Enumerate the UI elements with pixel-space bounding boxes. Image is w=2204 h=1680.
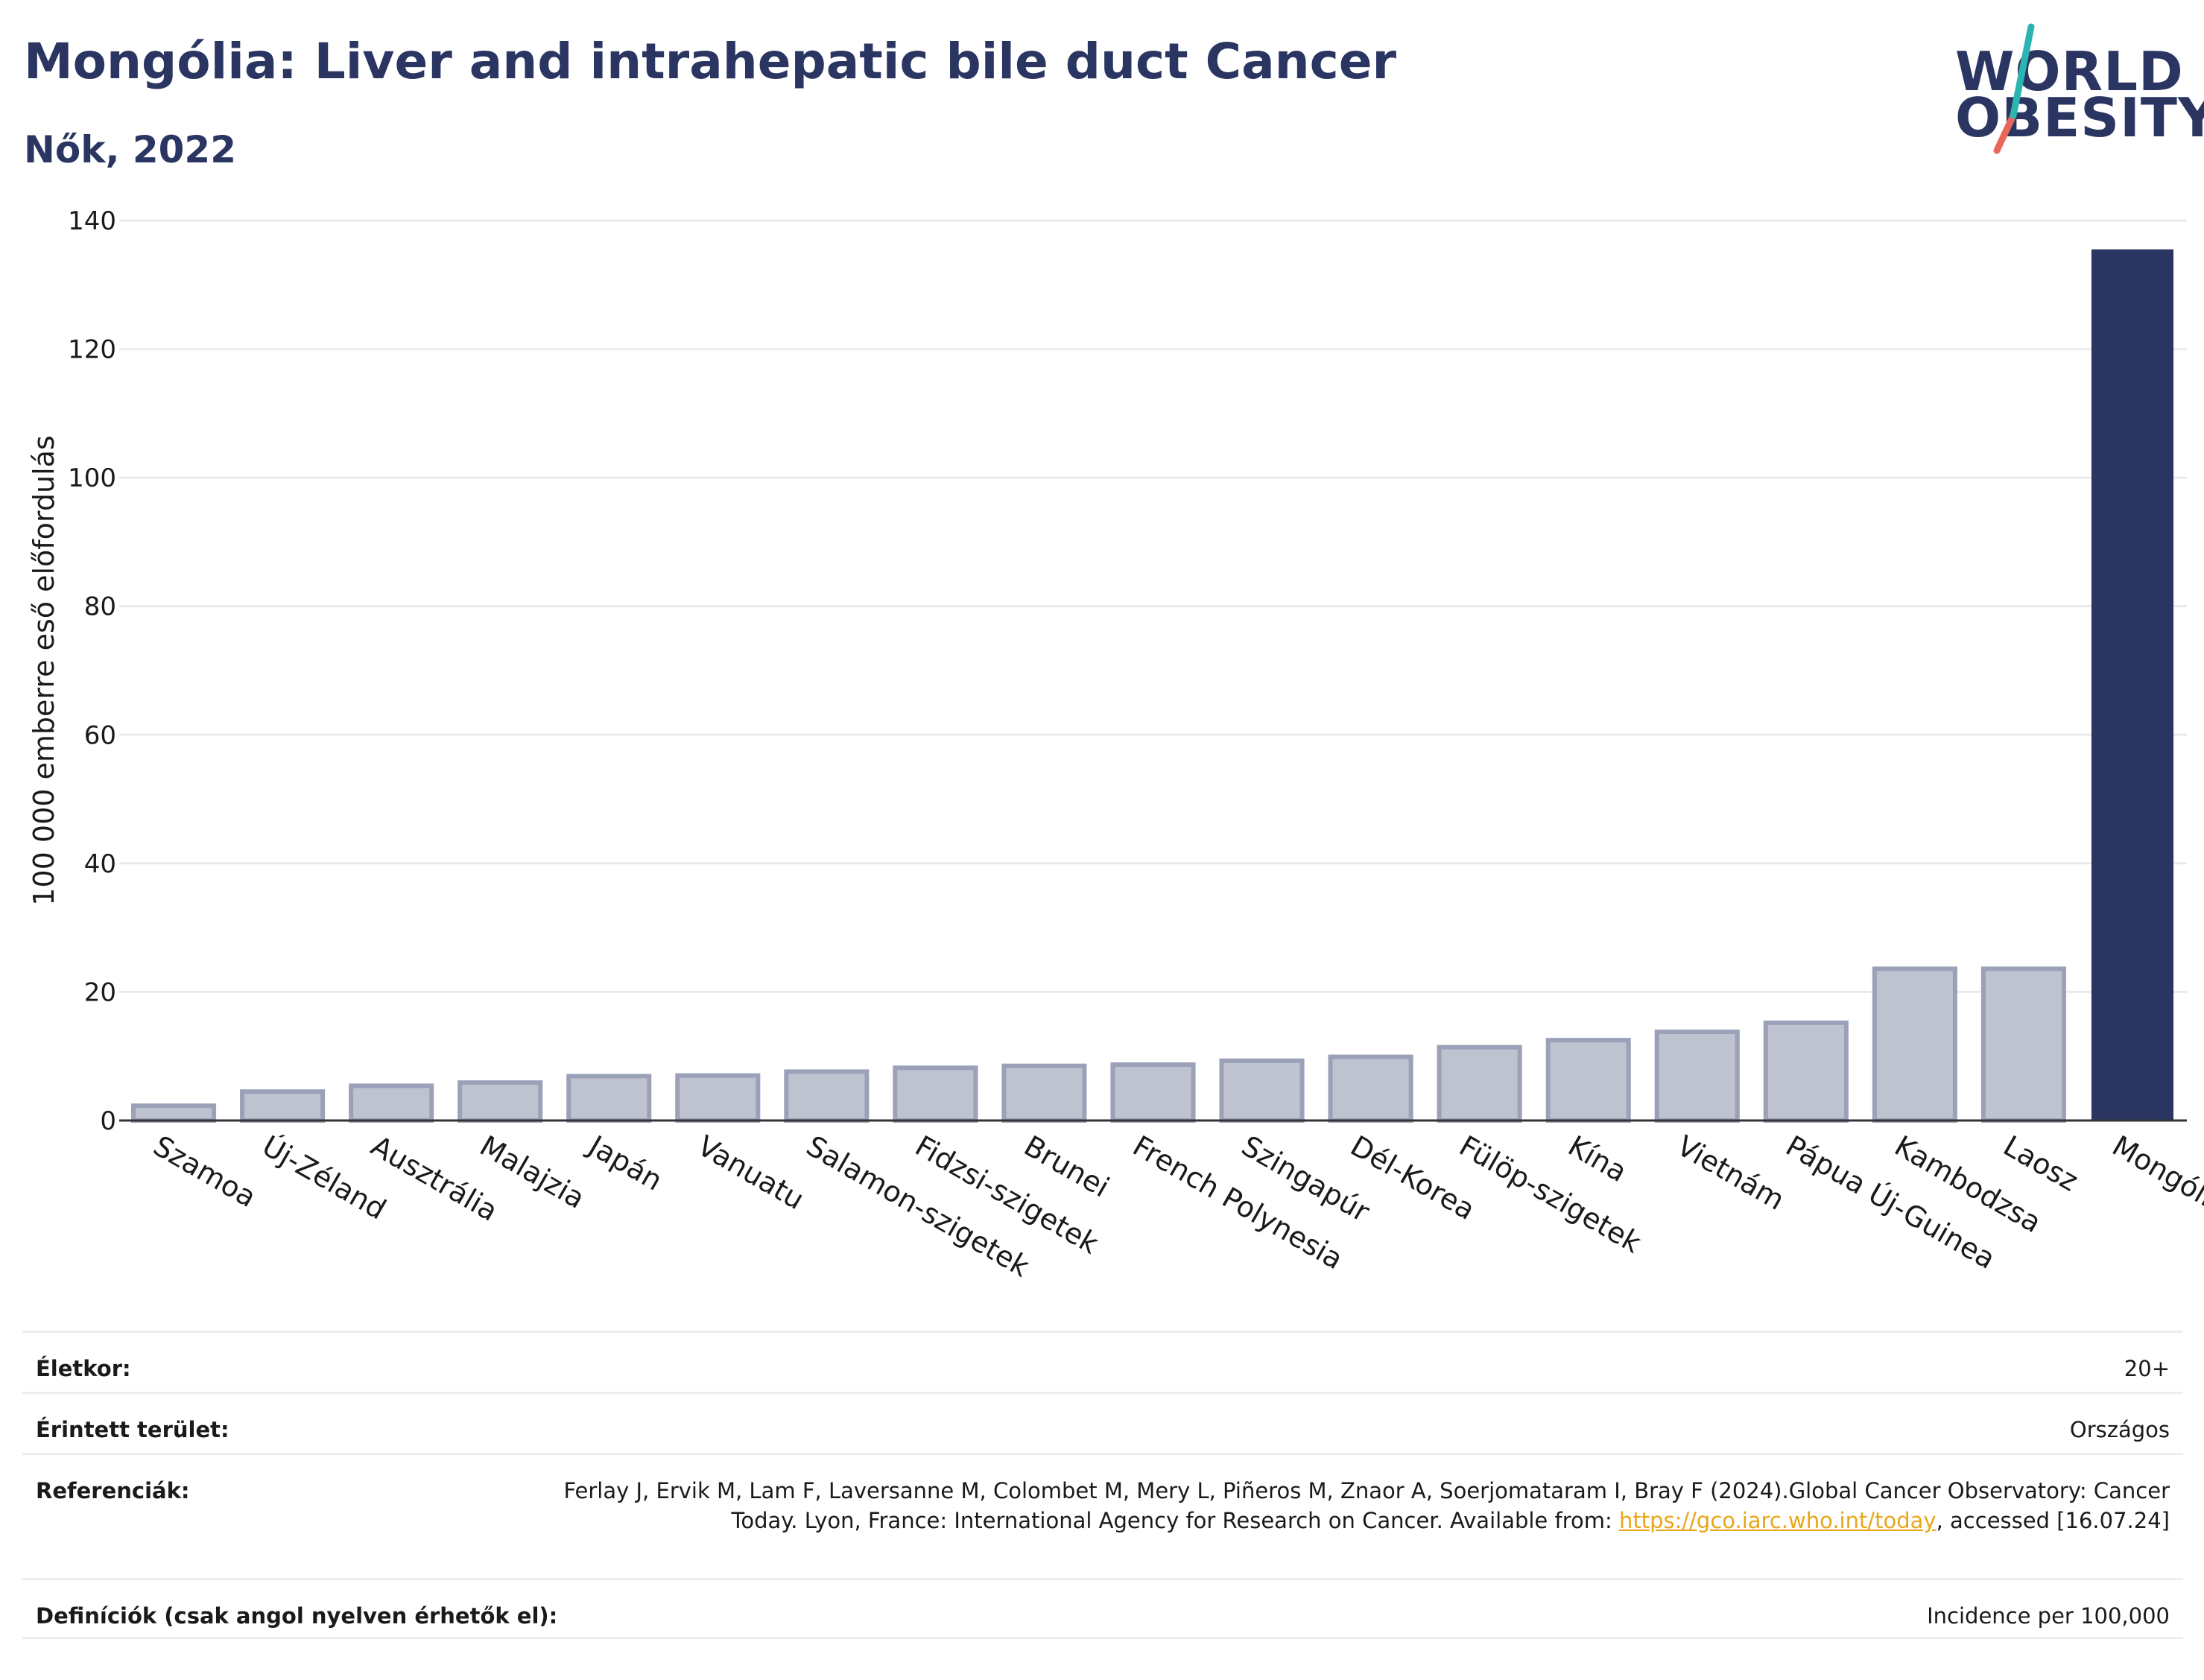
references-value: Ferlay J, Ervik M, Lam F, Laversanne M, … <box>531 1476 2170 1535</box>
y-tick-label: 60 <box>84 720 116 750</box>
bar-14 <box>1654 1029 1740 1123</box>
x-tick-label: Új-Zéland <box>257 1129 392 1226</box>
bar-2 <box>349 1083 434 1123</box>
bar-11 <box>1328 1054 1413 1123</box>
info-row-age: Életkor: 20+ <box>22 1331 2183 1392</box>
logo-text-obesity: OBESITY <box>1955 86 2204 149</box>
y-tick-label: 40 <box>84 849 116 879</box>
x-tick-label: Fülöp-szigetek <box>1454 1129 1647 1260</box>
references-text: Ferlay J, Ervik M, Lam F, Laversanne M, … <box>563 1478 2170 1533</box>
age-value: 20+ <box>2124 1356 2170 1381</box>
area-label: Érintett terület: <box>36 1417 229 1442</box>
x-tick-label: Kína <box>1562 1129 1633 1189</box>
bar-3 <box>457 1080 543 1123</box>
x-tick-label: Vanuatu <box>692 1129 810 1216</box>
age-label: Életkor: <box>36 1356 131 1381</box>
x-tick-label: Vietnám <box>1671 1129 1790 1217</box>
bar-0 <box>130 1103 217 1123</box>
definitions-label: Definíciók (csak angol nyelven érhetők e… <box>36 1603 558 1629</box>
x-tick-label: Laosz <box>1998 1129 2083 1198</box>
y-tick-label: 80 <box>84 592 116 622</box>
y-tick-label: 100 <box>68 463 116 493</box>
bar-13 <box>1545 1038 1631 1123</box>
area-value: Országos <box>2069 1417 2170 1442</box>
bar-15 <box>1763 1020 1849 1123</box>
info-row-area: Érintett terület: Országos <box>22 1392 2183 1453</box>
chart-subtitle: Nők, 2022 <box>24 128 237 171</box>
bar-18 <box>2091 249 2174 1122</box>
info-row-definitions: Definíciók (csak angol nyelven érhetők e… <box>22 1578 2183 1639</box>
bar-5 <box>675 1073 761 1123</box>
references-accessed: , accessed [16.07.24] <box>1936 1508 2170 1533</box>
y-tick-label: 20 <box>84 977 116 1007</box>
logo-slash-icon <box>1993 23 2035 154</box>
world-obesity-logo: WORLD OBESITY <box>1945 22 2204 156</box>
y-axis-label: 100 000 emberre eső előfordulás <box>28 435 60 905</box>
bar-4 <box>566 1074 652 1123</box>
y-tick-label: 140 <box>68 206 116 236</box>
x-tick-label: Szamoa <box>148 1129 262 1214</box>
x-tick-label: Mongólia <box>2106 1129 2204 1222</box>
info-table: Életkor: 20+ Érintett terület: Országos … <box>22 1331 2183 1639</box>
chart-title: Mongólia: Liver and intrahepatic bile du… <box>24 33 1397 90</box>
bar-6 <box>784 1069 870 1123</box>
bar-1 <box>240 1089 326 1123</box>
bar-10 <box>1219 1058 1305 1123</box>
y-tick-label: 0 <box>100 1106 116 1136</box>
bar-16 <box>1872 966 1957 1123</box>
logo-text-world: WORLD <box>1955 40 2184 103</box>
y-tick-label: 120 <box>68 335 116 365</box>
references-link[interactable]: https://gco.iarc.who.int/today <box>1618 1508 1937 1533</box>
definitions-value: Incidence per 100,000 <box>1927 1603 2170 1629</box>
bar-7 <box>893 1065 978 1123</box>
x-tick-label: Japán <box>582 1129 668 1197</box>
info-row-references: Referenciák: Ferlay J, Ervik M, Lam F, L… <box>22 1453 2183 1578</box>
bar-12 <box>1437 1045 1522 1123</box>
bar-9 <box>1110 1062 1196 1123</box>
bar-17 <box>1980 966 2066 1123</box>
bar-8 <box>1001 1063 1087 1123</box>
bar-chart: 0 20 40 60 80 100 120 140 100 000 emberre eső el… <box>28 206 2204 1283</box>
references-label: Referenciák: <box>36 1478 190 1503</box>
